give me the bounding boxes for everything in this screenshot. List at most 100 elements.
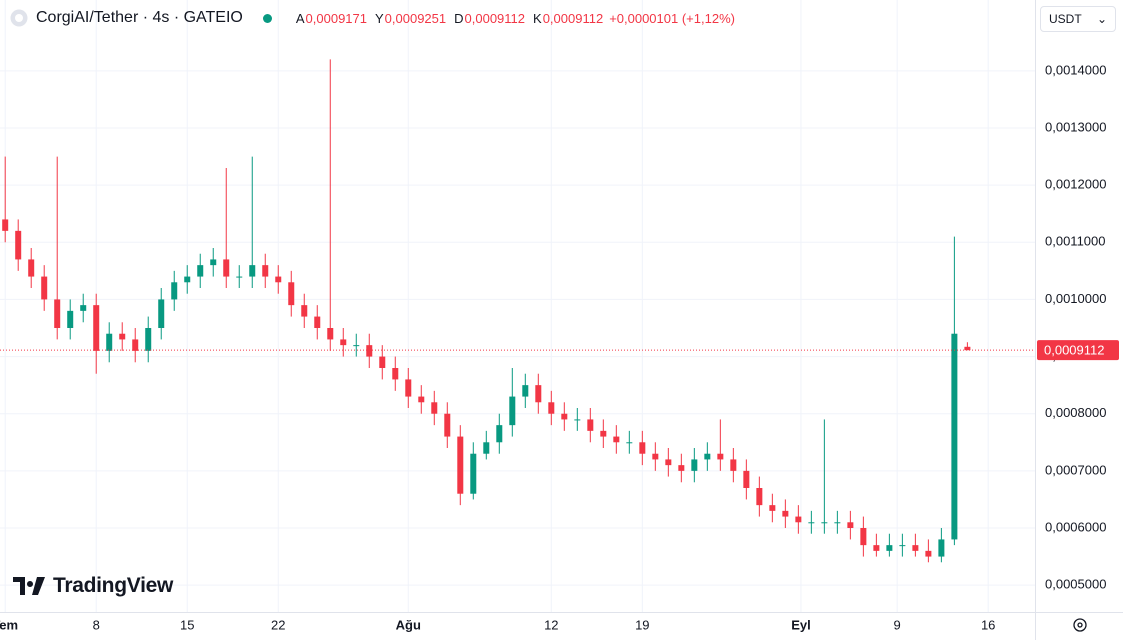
currency-select[interactable]: USDT ⌄	[1040, 6, 1116, 32]
x-tick-label: 16	[981, 617, 995, 632]
candle-body	[873, 545, 880, 551]
y-tick-label: 0,0012000	[1045, 177, 1106, 192]
settings-icon[interactable]	[1073, 618, 1087, 632]
candle-body	[769, 505, 776, 511]
logo[interactable]: TradingView	[13, 574, 173, 598]
candle-body	[847, 522, 854, 528]
logo-text: TradingView	[53, 574, 174, 597]
candle-body	[457, 436, 464, 494]
candle-body	[691, 459, 698, 471]
candle-body	[587, 419, 594, 431]
candle-body	[67, 310, 74, 328]
y-tick-label: 0,0014000	[1045, 62, 1106, 77]
candle-body	[353, 345, 360, 347]
candle-body	[899, 545, 906, 547]
candle-body	[704, 453, 711, 460]
candle-body	[379, 356, 386, 368]
ohlc-label: Y	[375, 10, 384, 26]
candle-body	[158, 299, 165, 328]
symbol-logo	[10, 9, 28, 27]
candle-body	[145, 328, 152, 351]
candle-body	[444, 413, 451, 437]
candle-body	[613, 436, 620, 443]
candle-body	[834, 522, 841, 524]
candle-body	[548, 402, 555, 414]
candle-body	[262, 265, 269, 277]
y-tick-label: 0,0010000	[1045, 291, 1106, 306]
x-tick-label: Ağu	[396, 617, 421, 632]
logo-mark	[13, 577, 45, 595]
candle-body	[210, 259, 217, 266]
legend: CorgiAI/Tether · 4s · GATEIO A 0,0009171 Y…	[10, 6, 735, 30]
x-tick-label: 19	[635, 617, 649, 632]
symbol: CorgiAI/Tether · 4s · GATEIO	[36, 9, 243, 26]
last-price-box	[1037, 340, 1119, 361]
candle-body	[782, 510, 789, 517]
change: +0,0000101 (+1,12%)	[609, 10, 735, 26]
candle-body	[431, 402, 438, 414]
candle-body	[535, 385, 542, 403]
candle-body	[392, 368, 399, 380]
candle-body	[314, 316, 321, 328]
candle-body	[600, 430, 607, 437]
x-tick-label: Eyl	[791, 617, 811, 632]
ohlc-value: 0,0009112	[542, 10, 604, 26]
ohlc-value: 0,0009112	[464, 10, 526, 26]
y-tick-label: 0,0006000	[1045, 519, 1106, 534]
candle-body	[964, 346, 971, 351]
candle-body	[860, 528, 867, 546]
x-tick-label: 9	[894, 617, 901, 632]
currency: USDT	[1049, 12, 1082, 26]
candle-body	[301, 305, 308, 317]
ohlc: A 0,0009171 Y 0,0009251 D 0,0009112 K 0,0009112	[288, 11, 603, 26]
candle-body	[249, 265, 256, 277]
candle-body	[288, 282, 295, 306]
candle-body	[132, 339, 139, 351]
candle-body	[808, 522, 815, 524]
candle-body	[886, 545, 893, 551]
candle-body	[28, 259, 35, 277]
candle-body	[509, 396, 516, 426]
chevron: ⌄	[1096, 12, 1107, 26]
candle-body	[743, 470, 750, 488]
x-tick-label: Tem	[0, 617, 18, 632]
candle-body	[626, 442, 633, 444]
candle-body	[80, 305, 87, 311]
candle-body	[2, 219, 9, 231]
candle-body	[327, 328, 334, 340]
ohlc-label: D	[454, 10, 464, 26]
candle-body	[912, 545, 919, 551]
candle-body	[938, 539, 945, 557]
candle-body	[15, 230, 22, 260]
candle-body	[184, 276, 191, 283]
candle-body	[925, 550, 932, 557]
candle-body	[483, 442, 490, 454]
status-dot	[262, 13, 272, 23]
candle-body	[639, 442, 646, 454]
candle-body	[756, 488, 763, 506]
x-tick-label: 12	[544, 617, 558, 632]
candle-body	[197, 265, 204, 277]
candle-body	[54, 299, 61, 328]
candle-body	[106, 333, 113, 351]
candle-body	[366, 345, 373, 357]
y-tick-label: 0,0007000	[1045, 462, 1106, 477]
candle-body	[93, 305, 100, 351]
candle-body	[652, 453, 659, 460]
candle-body	[730, 459, 737, 471]
candle-body	[275, 276, 282, 283]
candle-body	[574, 419, 581, 421]
candle-body	[496, 425, 503, 443]
y-tick-label: 0,0008000	[1045, 405, 1106, 420]
candle-body	[821, 522, 828, 524]
candle-body	[665, 459, 672, 466]
candle-body	[951, 333, 958, 540]
ohlc-value: 0,0009251	[384, 10, 447, 26]
candle-body	[223, 259, 230, 277]
ohlc-label: A	[295, 10, 305, 26]
candle-body	[405, 379, 412, 397]
x-tick-label: 22	[271, 617, 285, 632]
x-tick-label: 15	[180, 617, 194, 632]
